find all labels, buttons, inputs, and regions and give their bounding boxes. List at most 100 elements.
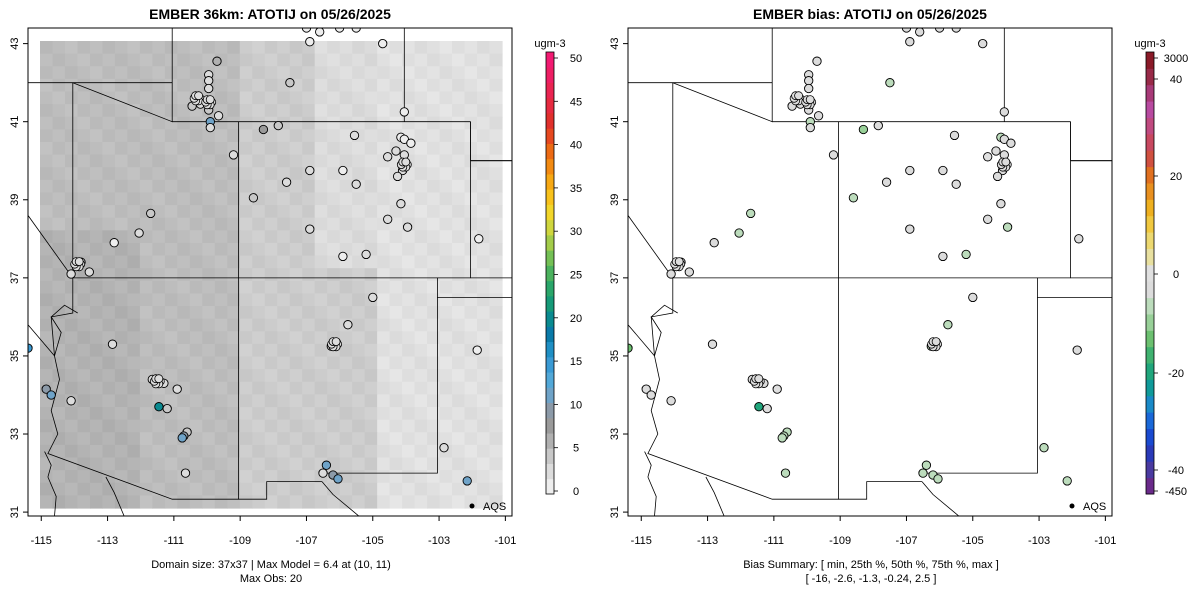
grid-cell xyxy=(377,255,391,269)
grid-cell xyxy=(52,280,66,295)
grid-cell xyxy=(152,192,166,206)
colorbar-swatch xyxy=(546,341,554,358)
grid-cell xyxy=(439,141,453,156)
grid-cell xyxy=(164,280,178,295)
grid-cell xyxy=(352,457,366,471)
colorbar-swatch xyxy=(1146,264,1154,282)
grid-cell xyxy=(402,116,416,130)
grid-cell xyxy=(127,407,141,421)
grid-cell xyxy=(164,104,178,118)
site-marker xyxy=(996,199,1006,209)
grid-cell xyxy=(40,444,54,459)
grid-cell xyxy=(114,268,129,282)
site-marker xyxy=(392,171,403,182)
grid-cell xyxy=(489,205,503,219)
grid-cell xyxy=(464,444,478,459)
grid-cell xyxy=(464,154,478,168)
grid-cell xyxy=(89,331,104,345)
grid-cell xyxy=(427,457,441,471)
grid-cell xyxy=(339,394,353,408)
grid-cell xyxy=(89,470,104,484)
site-marker xyxy=(999,107,1009,117)
grid-cell xyxy=(264,306,278,320)
site-marker xyxy=(273,120,283,131)
grid-cell xyxy=(152,53,166,67)
grid-cell xyxy=(339,116,353,130)
grid-cell xyxy=(427,470,441,484)
grid-cell xyxy=(389,470,403,484)
grid-cell xyxy=(139,495,153,509)
grid-cell xyxy=(102,78,116,93)
grid-cell xyxy=(40,407,54,421)
grid-cell xyxy=(239,470,253,484)
colorbar-frame xyxy=(545,51,555,495)
colorbar-swatch xyxy=(546,265,554,282)
grid-cell xyxy=(214,318,228,332)
x-tick-label: -107 xyxy=(295,535,317,547)
site-marker xyxy=(305,224,315,234)
grid-cell xyxy=(402,205,416,219)
grid-cell xyxy=(189,318,203,332)
grid-cell xyxy=(414,419,428,433)
grid-cell xyxy=(289,457,303,471)
grid-cell xyxy=(352,205,366,219)
grid-cell xyxy=(439,53,453,67)
left-legend-label: AQS xyxy=(483,501,506,513)
grid-cell xyxy=(352,230,366,244)
grid-cell xyxy=(402,457,416,471)
grid-cell xyxy=(402,78,416,93)
site-marker xyxy=(162,403,172,414)
grid-cell xyxy=(152,255,166,269)
grid-cell xyxy=(152,78,166,93)
grid-cell xyxy=(177,457,191,471)
grid-cell xyxy=(377,53,391,67)
border-line xyxy=(28,324,55,357)
grid-cell xyxy=(389,331,403,345)
grid-cell xyxy=(214,293,228,307)
colorbar-frame xyxy=(1145,51,1155,495)
grid-cell xyxy=(289,293,303,307)
y-tick-label: 37 xyxy=(609,272,621,284)
grid-cell xyxy=(327,129,341,143)
grid-cell xyxy=(389,104,403,118)
grid-cell xyxy=(377,129,391,143)
grid-cell xyxy=(164,470,178,484)
grid-cell xyxy=(289,470,303,484)
grid-cell xyxy=(464,179,478,194)
grid-cell xyxy=(477,255,491,269)
grid-cell xyxy=(252,495,266,509)
grid-cell xyxy=(477,268,491,282)
grid-cell xyxy=(464,356,478,370)
grid-cell xyxy=(477,419,491,433)
grid-cell xyxy=(289,280,303,295)
grid-cell xyxy=(189,356,203,370)
grid-cell xyxy=(127,41,141,55)
grid-cell xyxy=(289,91,303,105)
grid-cell xyxy=(102,255,116,269)
grid-cell xyxy=(427,394,441,408)
grid-cell xyxy=(239,255,253,269)
colorbar-swatch xyxy=(546,387,554,404)
grid-cell xyxy=(164,116,178,130)
colorbar-tick-label: 35 xyxy=(570,183,582,195)
grid-cell xyxy=(427,268,441,282)
grid-cell xyxy=(427,217,441,231)
grid-cell xyxy=(464,394,478,408)
grid-cell xyxy=(139,432,153,446)
site-marker xyxy=(1062,476,1072,486)
grid-cell xyxy=(52,356,66,370)
grid-cell xyxy=(177,167,191,181)
grid-cell xyxy=(464,129,478,143)
grid-cell xyxy=(227,444,241,459)
colorbar-tick-label: 0 xyxy=(573,486,579,498)
grid-cell xyxy=(477,192,491,206)
grid-cell xyxy=(289,268,303,282)
grid-cell xyxy=(489,141,503,156)
grid-cell xyxy=(302,331,316,345)
grid-cell xyxy=(389,356,403,370)
site-marker xyxy=(780,468,791,478)
grid-cell xyxy=(40,343,54,358)
grid-cell xyxy=(239,381,253,395)
grid-cell xyxy=(152,457,166,471)
grid-cell xyxy=(52,394,66,408)
